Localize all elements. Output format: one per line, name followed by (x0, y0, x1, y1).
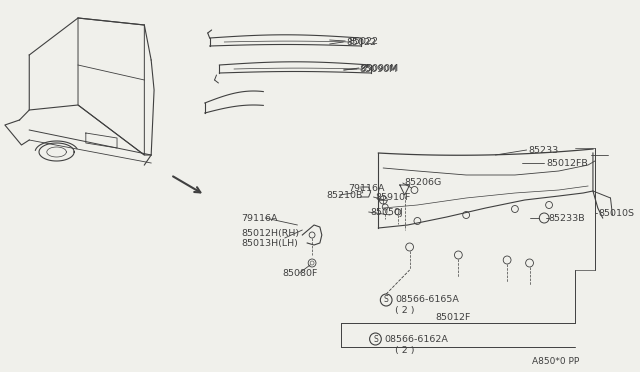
Text: 85233B: 85233B (548, 214, 585, 222)
Text: 85012FB: 85012FB (546, 158, 588, 167)
Text: 85050J: 85050J (371, 208, 403, 217)
Text: A850*0 PP: A850*0 PP (531, 357, 579, 366)
Text: ( 2 ): ( 2 ) (395, 307, 415, 315)
Text: 85233: 85233 (529, 145, 559, 154)
Text: 85210B: 85210B (326, 190, 363, 199)
Text: 85910F: 85910F (376, 192, 411, 202)
Text: 79116A: 79116A (241, 214, 277, 222)
Text: 85022: 85022 (346, 38, 376, 46)
Text: ( 2 ): ( 2 ) (395, 346, 415, 355)
Text: 85012F: 85012F (436, 314, 471, 323)
Text: 85080F: 85080F (283, 269, 318, 278)
Text: S: S (384, 295, 388, 305)
Text: 08566-6162A: 08566-6162A (384, 334, 448, 343)
Text: 85090M: 85090M (361, 64, 399, 73)
Text: 85010S: 85010S (599, 208, 635, 218)
Text: 85013H(LH): 85013H(LH) (241, 238, 298, 247)
Text: S: S (373, 334, 378, 343)
Text: 85022: 85022 (348, 36, 378, 45)
Text: 08566-6165A: 08566-6165A (395, 295, 459, 305)
Circle shape (380, 294, 392, 306)
Text: 85206G: 85206G (404, 177, 442, 186)
Text: 79116A: 79116A (348, 183, 385, 192)
Circle shape (370, 333, 381, 345)
Text: 85012H(RH): 85012H(RH) (241, 228, 299, 237)
Text: 85090M: 85090M (360, 64, 398, 74)
